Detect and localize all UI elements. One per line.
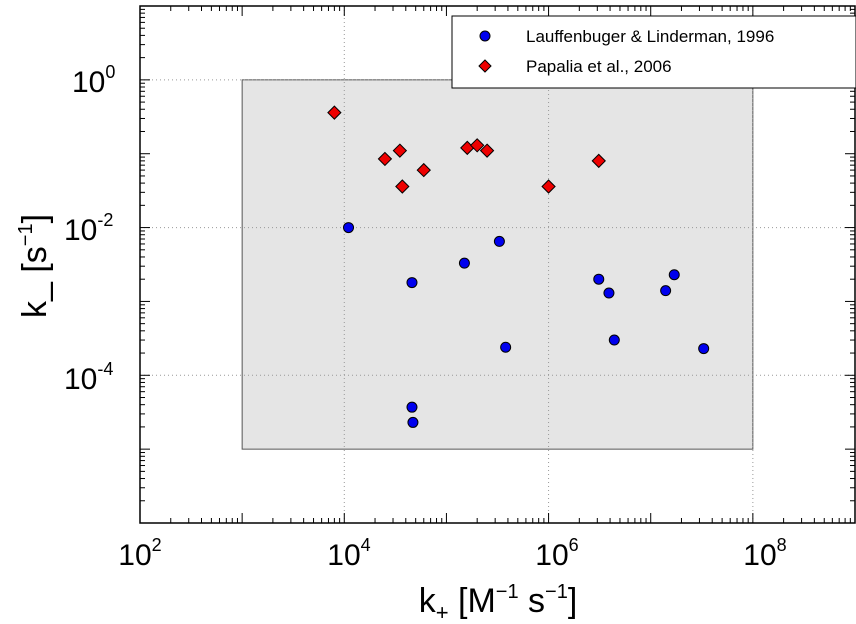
data-point-diamond — [327, 105, 342, 120]
data-point-diamond — [392, 143, 408, 158]
shaded-region-layer — [241, 79, 754, 450]
x-tick-labels: 102 104 106 108 — [118, 535, 786, 572]
data-point-circle — [343, 222, 355, 234]
data-point-diamond — [416, 162, 431, 178]
y-tick-label: 10-4 — [64, 359, 113, 396]
minor-ticks-layer — [139, 6, 855, 524]
axes-frame — [139, 5, 856, 524]
data-point-circle — [698, 343, 710, 355]
data-point-circle — [668, 269, 680, 281]
data-points-layer — [327, 105, 710, 428]
data-point-circle — [608, 334, 620, 346]
data-point-circle — [603, 287, 615, 299]
legend: Lauffenbuger & Linderman, 1996 Papalia e… — [451, 15, 856, 89]
legend-box — [451, 15, 856, 89]
x-axis-label: k+ [M−1 s−1] — [419, 581, 578, 624]
legend-marker-circle — [479, 30, 491, 42]
y-tick-label: 10-2 — [64, 210, 113, 247]
data-point-diamond — [541, 179, 556, 194]
data-point-circle — [406, 277, 418, 289]
x-tick-label: 106 — [535, 535, 578, 572]
y-tick-label: 100 — [72, 62, 115, 99]
data-point-diamond — [377, 151, 393, 167]
data-point-circle — [500, 341, 512, 353]
shaded-region — [241, 79, 754, 450]
legend-marker-diamond — [478, 59, 492, 73]
x-tick-label: 104 — [327, 535, 370, 572]
data-point-circle — [493, 235, 505, 247]
legend-label: Lauffenbuger & Linderman, 1996 — [526, 27, 774, 46]
data-point-diamond — [469, 138, 485, 153]
data-point-circle — [458, 257, 470, 269]
data-point-diamond — [479, 143, 495, 158]
data-point-circle — [660, 285, 672, 297]
plot-frame — [139, 5, 856, 524]
x-tick-label: 108 — [743, 535, 786, 572]
data-point-circle — [406, 401, 418, 413]
legend-label: Papalia et al., 2006 — [526, 57, 672, 76]
data-point-diamond — [591, 153, 606, 169]
y-axis-label: k_ [s−1] — [15, 214, 54, 318]
x-tick-label: 102 — [118, 535, 161, 572]
data-point-circle — [407, 416, 419, 428]
data-point-circle — [593, 273, 605, 285]
y-tick-labels: 10-4 10-2 100 — [64, 62, 115, 396]
data-point-diamond — [395, 179, 410, 194]
